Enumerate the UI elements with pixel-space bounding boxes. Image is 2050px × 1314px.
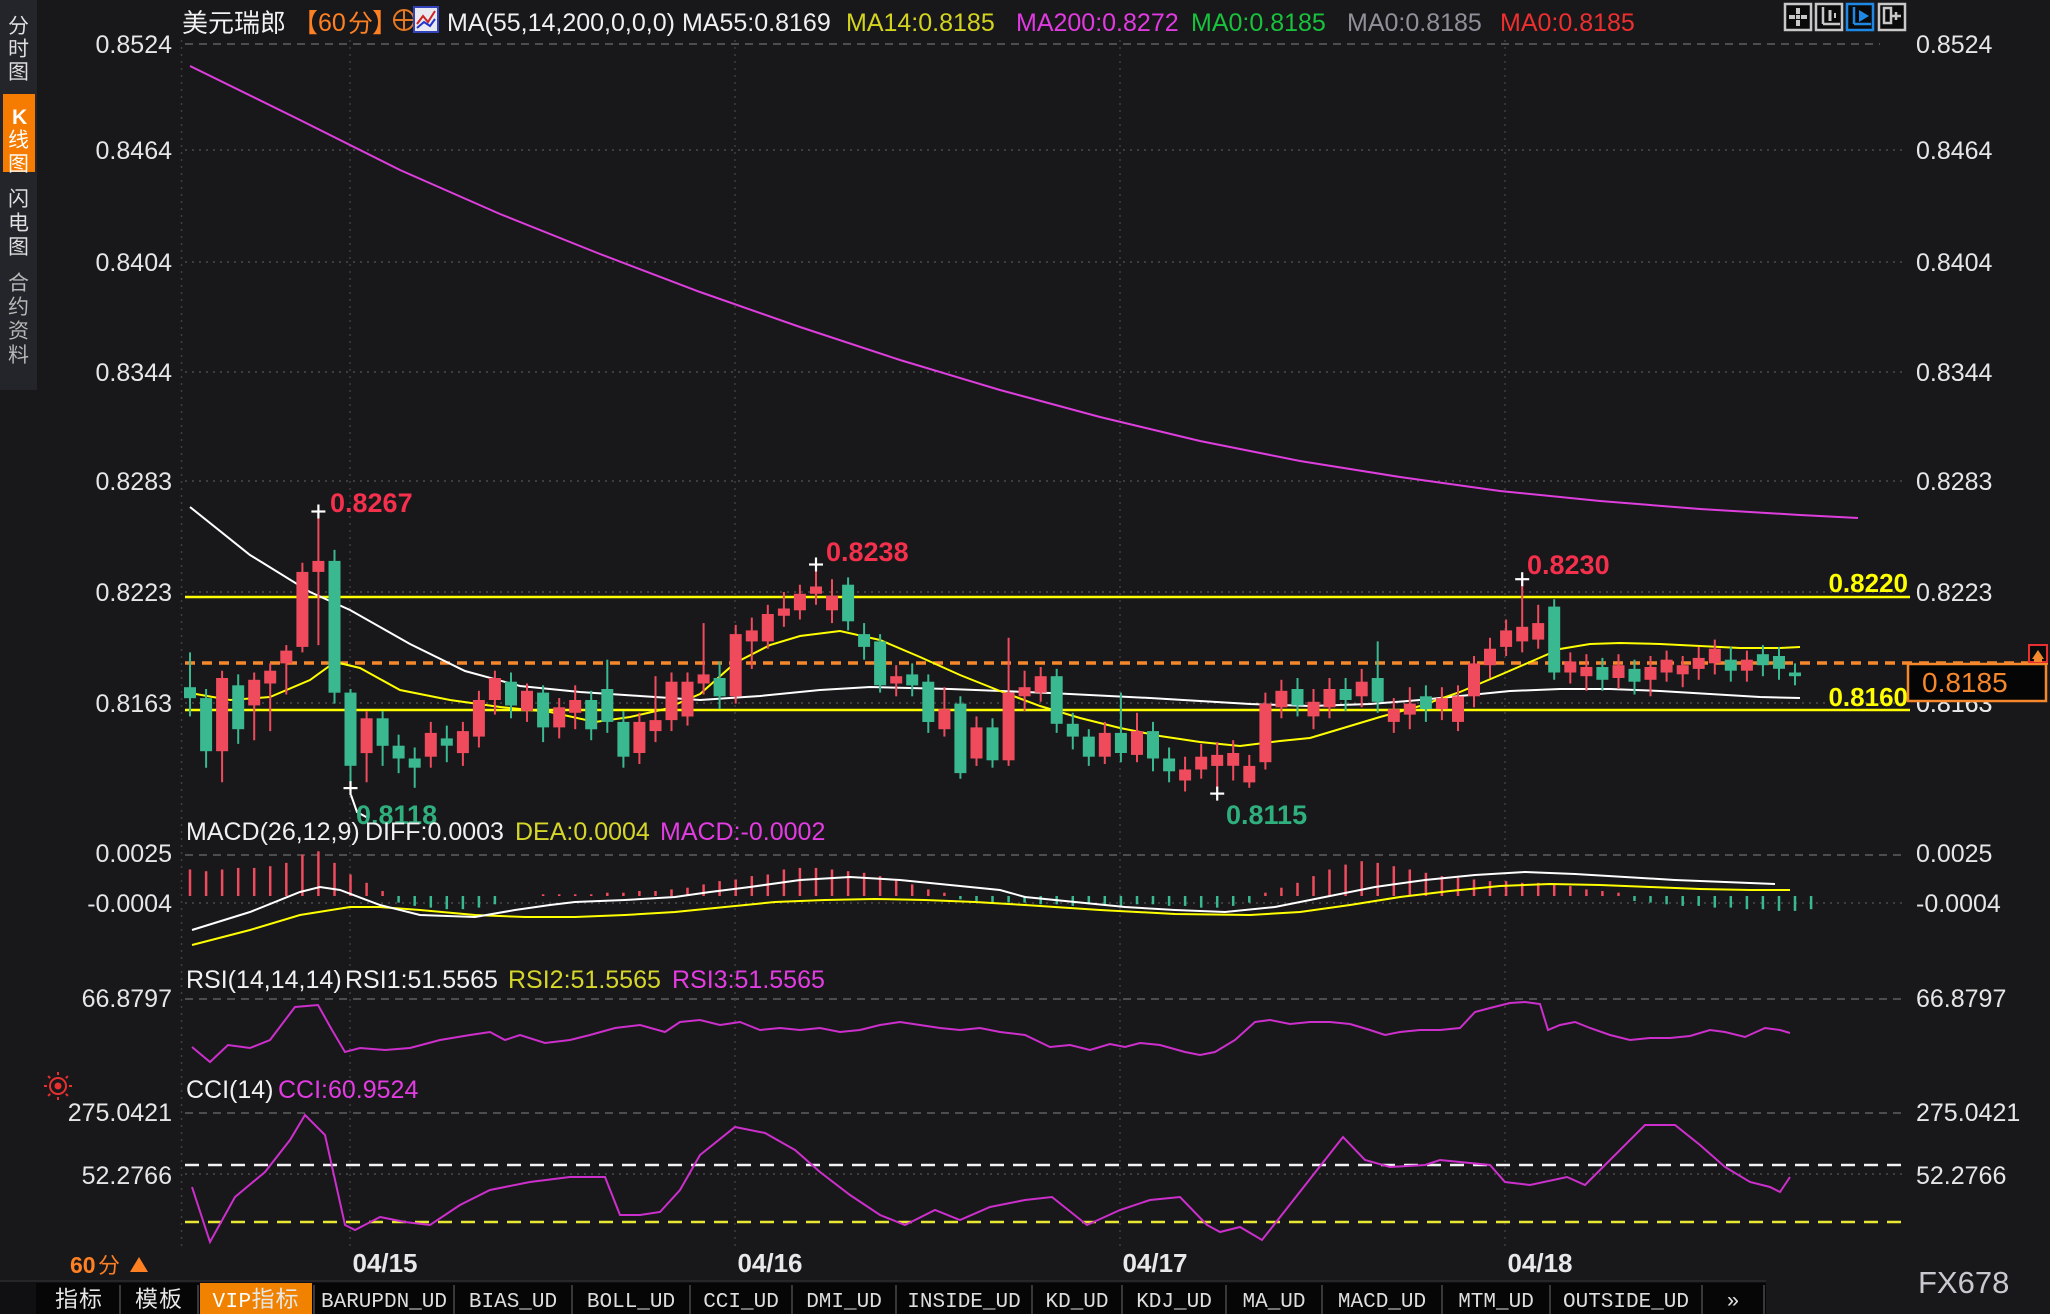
svg-text:MACD_UD: MACD_UD xyxy=(1338,1291,1426,1314)
svg-text:OUTSIDE_UD: OUTSIDE_UD xyxy=(1563,1291,1689,1314)
svg-text:FX678: FX678 xyxy=(1918,1265,2009,1300)
svg-text:0.8524: 0.8524 xyxy=(1916,31,1993,59)
svg-text:0.8344: 0.8344 xyxy=(1916,359,1993,387)
svg-text:MACD(26,12,9): MACD(26,12,9) xyxy=(186,818,360,846)
svg-text:-0.0004: -0.0004 xyxy=(87,890,172,918)
svg-text:275.0421: 275.0421 xyxy=(68,1099,172,1127)
svg-text:CCI:60.9524: CCI:60.9524 xyxy=(278,1076,418,1104)
svg-text:MTM_UD: MTM_UD xyxy=(1458,1291,1534,1314)
svg-text:0.8267: 0.8267 xyxy=(330,488,413,518)
svg-text:0.8344: 0.8344 xyxy=(96,359,173,387)
svg-text:BARUPDN_UD: BARUPDN_UD xyxy=(321,1291,447,1314)
svg-text:MA0:0.8185: MA0:0.8185 xyxy=(1500,9,1635,37)
svg-text:BIAS_UD: BIAS_UD xyxy=(469,1291,557,1314)
svg-text:66.8797: 66.8797 xyxy=(1916,985,2006,1013)
svg-text:RSI3:51.5565: RSI3:51.5565 xyxy=(672,966,825,994)
svg-text:MA14:0.8185: MA14:0.8185 xyxy=(846,9,995,37)
svg-text:CCI(14): CCI(14) xyxy=(186,1076,274,1104)
svg-text:0.8283: 0.8283 xyxy=(1916,468,1992,496)
svg-text:04/18: 04/18 xyxy=(1507,1248,1572,1278)
svg-text:0.8118: 0.8118 xyxy=(356,800,437,830)
svg-text:04/16: 04/16 xyxy=(737,1248,802,1278)
svg-text:0.8115: 0.8115 xyxy=(1226,800,1307,830)
svg-text:-0.0004: -0.0004 xyxy=(1916,890,2001,918)
svg-text:0.8404: 0.8404 xyxy=(96,249,173,277)
svg-text:60: 60 xyxy=(318,9,346,37)
svg-text:04/17: 04/17 xyxy=(1122,1248,1187,1278)
svg-text:0.8223: 0.8223 xyxy=(1916,579,1992,607)
svg-text:0.8185: 0.8185 xyxy=(1922,667,2008,698)
svg-text:04/15: 04/15 xyxy=(352,1248,417,1278)
svg-text:0.0025: 0.0025 xyxy=(1916,840,1992,868)
svg-text:52.2766: 52.2766 xyxy=(1916,1162,2006,1190)
svg-text:0.8524: 0.8524 xyxy=(96,31,173,59)
svg-text:MACD:-0.0002: MACD:-0.0002 xyxy=(660,818,825,846)
svg-text:MA(55,14,200,0,0,0): MA(55,14,200,0,0,0) xyxy=(447,9,675,37)
svg-text:0.8404: 0.8404 xyxy=(1916,249,1993,277)
svg-text:0.8283: 0.8283 xyxy=(96,468,172,496)
svg-text:DEA:0.0004: DEA:0.0004 xyxy=(515,818,650,846)
svg-text:MA0:0.8185: MA0:0.8185 xyxy=(1347,9,1482,37)
svg-text:CCI_UD: CCI_UD xyxy=(703,1291,779,1314)
svg-text:0.8160: 0.8160 xyxy=(1828,682,1908,712)
svg-text:RSI2:51.5565: RSI2:51.5565 xyxy=(508,966,661,994)
svg-text:P: P xyxy=(239,1291,252,1314)
svg-text:MA_UD: MA_UD xyxy=(1242,1291,1305,1314)
svg-text:INSIDE_UD: INSIDE_UD xyxy=(907,1291,1020,1314)
svg-text:MA200:0.8272: MA200:0.8272 xyxy=(1016,9,1179,37)
svg-text:0.8238: 0.8238 xyxy=(826,537,909,567)
svg-text:52.2766: 52.2766 xyxy=(82,1162,172,1190)
svg-text:0.8230: 0.8230 xyxy=(1527,550,1610,580)
svg-text:DMI_UD: DMI_UD xyxy=(806,1291,882,1314)
svg-text:0.8220: 0.8220 xyxy=(1828,568,1908,598)
svg-text:275.0421: 275.0421 xyxy=(1916,1099,2020,1127)
svg-text:BOLL_UD: BOLL_UD xyxy=(587,1291,675,1314)
svg-text:RSI(14,14,14): RSI(14,14,14) xyxy=(186,966,342,994)
svg-text:0.8223: 0.8223 xyxy=(96,579,172,607)
svg-text:60: 60 xyxy=(70,1252,96,1278)
svg-text:DIFF:0.0003: DIFF:0.0003 xyxy=(365,818,504,846)
svg-text:0.0025: 0.0025 xyxy=(96,840,172,868)
svg-text:MA0:0.8185: MA0:0.8185 xyxy=(1191,9,1326,37)
svg-text:0.8464: 0.8464 xyxy=(96,137,173,165)
svg-text:K: K xyxy=(12,106,27,129)
svg-text:I: I xyxy=(226,1291,239,1314)
svg-text:V: V xyxy=(213,1291,226,1314)
svg-text:RSI1:51.5565: RSI1:51.5565 xyxy=(345,966,498,994)
svg-text:»: » xyxy=(1727,1291,1740,1314)
svg-text:0.8464: 0.8464 xyxy=(1916,137,1993,165)
svg-text:MA55:0.8169: MA55:0.8169 xyxy=(682,9,831,37)
svg-text:KD_UD: KD_UD xyxy=(1045,1291,1108,1314)
svg-text:0.8163: 0.8163 xyxy=(96,690,172,718)
svg-text:KDJ_UD: KDJ_UD xyxy=(1136,1291,1212,1314)
svg-text:66.8797: 66.8797 xyxy=(82,985,172,1013)
